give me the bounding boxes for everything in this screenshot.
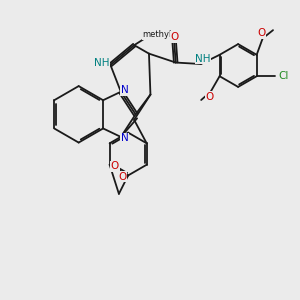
Text: O: O	[119, 172, 127, 182]
Text: N: N	[121, 134, 128, 143]
Text: NH: NH	[94, 58, 110, 68]
Text: Cl: Cl	[279, 71, 289, 81]
Text: O: O	[205, 92, 213, 102]
Text: NH: NH	[195, 54, 211, 64]
Text: N: N	[121, 85, 128, 95]
Text: methyl: methyl	[158, 33, 163, 34]
Text: O: O	[111, 161, 119, 171]
Text: O: O	[257, 28, 265, 38]
Text: methyl: methyl	[142, 30, 172, 39]
Text: O: O	[170, 32, 178, 42]
